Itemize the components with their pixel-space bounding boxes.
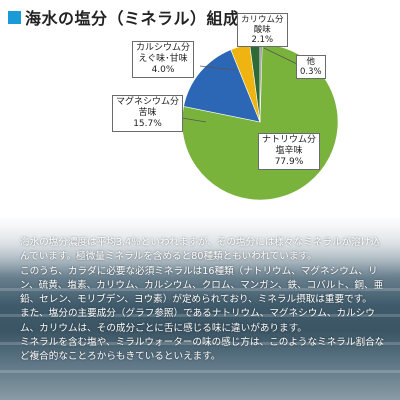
leader-line-calcium xyxy=(199,65,237,71)
pie-slice-magnesium xyxy=(183,49,261,123)
callout-potassium-value: 2.1% xyxy=(251,35,274,45)
callout-sodium: ナトリウム分 塩辛味 77.9% xyxy=(258,133,321,170)
description-paragraph: 海水の塩分濃度は平均3.4％といわれますが、その塩分には様々なミネラルが溶け込ん… xyxy=(20,237,380,263)
description-text: 海水の塩分濃度は平均3.4％といわれますが、その塩分には様々なミネラルが溶け込ん… xyxy=(20,236,388,365)
callout-other-value: 0.3% xyxy=(300,67,322,77)
callout-sodium-sub: 塩辛味 xyxy=(275,146,303,156)
title-marker-square xyxy=(8,10,21,24)
wave-line xyxy=(0,288,400,291)
description-paragraph: また、塩分の主要成分（グラフ参照）であるナトリウム、マグネシウム、カルシウム、カ… xyxy=(20,308,375,334)
wave-line xyxy=(0,342,400,345)
callout-calcium-label: カルシウム分 xyxy=(136,43,191,53)
callout-other-label: 他 xyxy=(306,57,316,67)
callout-calcium-sub: えぐ味･甘味 xyxy=(138,54,188,64)
callout-calcium-value: 4.0% xyxy=(151,65,175,75)
callout-potassium: カリウム分 酸味 2.1% xyxy=(237,13,288,47)
leader-line-magnesium xyxy=(181,117,207,123)
callout-calcium: カルシウム分 えぐ味･甘味 4.0% xyxy=(132,41,195,78)
wave-line xyxy=(0,314,400,317)
callout-magnesium-label: マグネシウム分 xyxy=(116,97,180,107)
callout-magnesium-value: 15.7% xyxy=(133,119,162,129)
callout-magnesium-sub: 苦味 xyxy=(138,108,157,118)
callout-sodium-label: ナトリウム分 xyxy=(262,135,317,145)
sea-haze xyxy=(0,218,400,278)
wave-line xyxy=(0,370,400,373)
description-paragraph: このうち、カラダに必要な必須ミネラルは16種類（ナトリウム、マグネシウム、リン、… xyxy=(20,265,384,306)
sea-background: 海水の塩分濃度は平均3.4％といわれますが、その塩分には様々なミネラルが溶け込ん… xyxy=(0,218,400,400)
callout-potassium-label: カリウム分 xyxy=(241,15,284,25)
callout-potassium-sub: 酸味 xyxy=(253,25,271,35)
description-paragraph: ミネラルを含む塩や、ミラルウォーターの味の感じ方は、このようなミネラル割合など複… xyxy=(20,337,385,363)
leader-line-other xyxy=(263,47,298,65)
chart-title-bar: 海水の塩分（ミネラル）組成 xyxy=(8,6,240,28)
callout-other: 他 0.3% xyxy=(296,55,326,79)
chart-title: 海水の塩分（ミネラル）組成 xyxy=(25,9,240,28)
callout-sodium-value: 77.9% xyxy=(274,157,304,167)
callout-magnesium: マグネシウム分 苦味 15.7% xyxy=(112,95,184,132)
leader-line-potassium xyxy=(256,49,260,59)
pie-chart xyxy=(181,43,339,201)
